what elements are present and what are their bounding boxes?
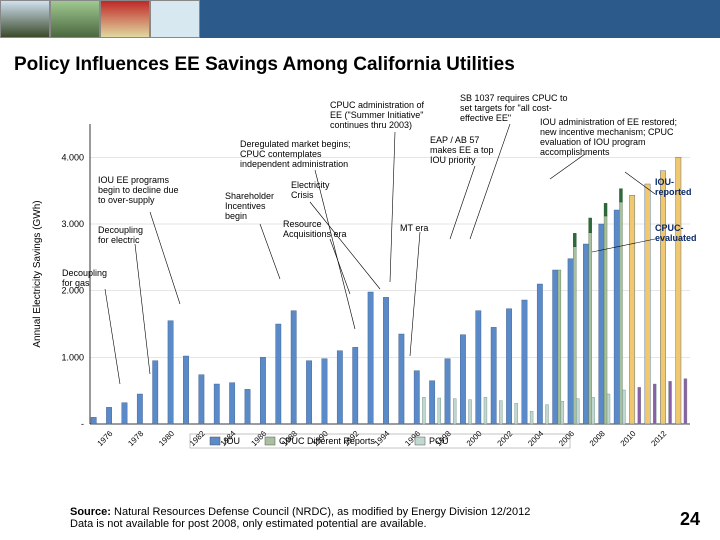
svg-text:1.000: 1.000	[61, 352, 84, 362]
annotation-dereg: Deregulated market begins;CPUC contempla…	[240, 140, 380, 170]
svg-text:IOU: IOU	[224, 436, 240, 446]
svg-text:Annual Electricity Savings (GW: Annual Electricity Savings (GWh)	[32, 200, 43, 347]
svg-text:2006: 2006	[557, 429, 576, 448]
svg-text:2010: 2010	[619, 429, 638, 448]
annotation-elec-crisis: ElectricityCrisis	[291, 181, 351, 201]
chart-container: -1.0002.0003.0004.000Annual Electricity …	[10, 84, 710, 454]
annotation-cpuc-eval: CPUC-evaluated	[655, 224, 715, 244]
annotation-decoup-gas: Decouplingfor gas	[62, 269, 122, 289]
header-band	[0, 0, 720, 38]
annotation-shareholder: ShareholderIncentivesbegin	[225, 192, 295, 222]
svg-text:3.000: 3.000	[61, 219, 84, 229]
svg-text:2000: 2000	[465, 429, 484, 448]
page-title: Policy Influences EE Savings Among Calif…	[0, 38, 720, 84]
annotation-eap: EAP / AB 57makes EE a topIOU priority	[430, 136, 520, 166]
annotation-mt-era: MT era	[400, 224, 460, 234]
annotation-resource-acq: ResourceAcquisitions era	[283, 220, 373, 240]
header-photos	[0, 0, 200, 38]
svg-text:2004: 2004	[526, 429, 545, 448]
annotation-iou-decline: IOU EE programsbegin to decline dueto ov…	[98, 176, 194, 206]
annotation-cpuc-admin: CPUC administration ofEE ("Summer Initia…	[330, 101, 455, 131]
svg-text:-: -	[81, 419, 84, 429]
photo-house	[50, 0, 100, 38]
svg-text:CPUC Different Reports: CPUC Different Reports	[279, 436, 375, 446]
svg-text:2008: 2008	[588, 429, 607, 448]
svg-text:1982: 1982	[188, 429, 207, 448]
svg-text:1994: 1994	[372, 429, 391, 448]
svg-text:1980: 1980	[157, 429, 176, 448]
svg-text:4.000: 4.000	[61, 152, 84, 162]
photo-meter	[100, 0, 150, 38]
page-number: 24	[680, 509, 700, 530]
photo-thermostat	[150, 0, 200, 38]
annotation-iou-rep: IOU-reported	[655, 178, 715, 198]
annotation-decoup-elec: Decouplingfor electric	[98, 226, 168, 246]
svg-text:2012: 2012	[649, 429, 668, 448]
annotation-iou-restored: IOU administration of EE restored;new in…	[540, 118, 705, 158]
svg-text:1976: 1976	[96, 429, 115, 448]
source-citation: Source: Natural Resources Defense Counci…	[70, 506, 590, 530]
svg-text:1978: 1978	[126, 429, 145, 448]
svg-text:POU: POU	[429, 436, 449, 446]
svg-text:2002: 2002	[496, 429, 515, 448]
photo-solar	[0, 0, 50, 38]
